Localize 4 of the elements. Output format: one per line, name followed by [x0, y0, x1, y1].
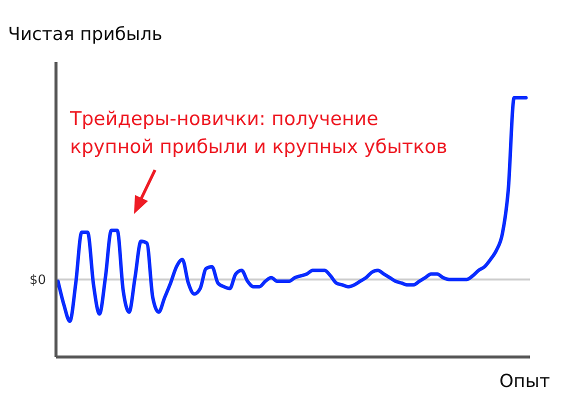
y-axis-title: Чистая прибыль	[8, 24, 162, 45]
ref-line-label: $0	[29, 273, 46, 288]
x-axis-title: Опыт	[499, 371, 550, 392]
annotation: Трейдеры-новички: получение крупной прибыли и крупных убытков	[69, 108, 448, 158]
